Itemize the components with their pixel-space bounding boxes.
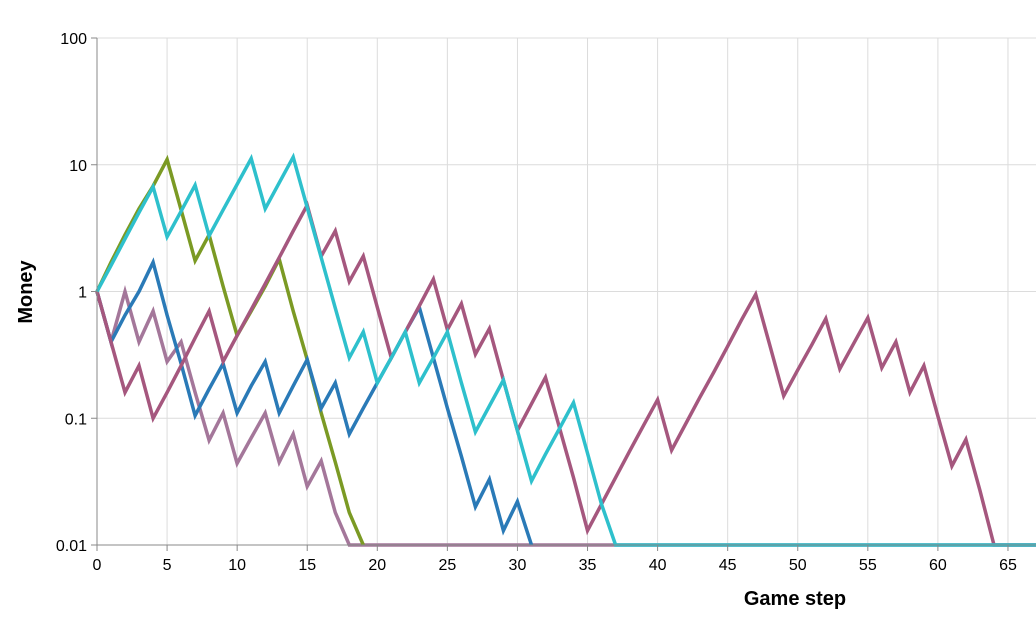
x-tick-label: 20 xyxy=(368,557,386,574)
x-tick-label: 55 xyxy=(859,557,877,574)
x-tick-label: 30 xyxy=(509,557,527,574)
y-tick-label: 10 xyxy=(69,158,87,175)
y-tick-label: 0.1 xyxy=(65,411,87,428)
x-tick-label: 40 xyxy=(649,557,667,574)
x-axis-ticks: 0 5 10 15 20 25 30 35 40 45 50 55 60 65 xyxy=(93,545,1017,574)
y-tick-label: 1 xyxy=(78,285,87,302)
x-tick-label: 5 xyxy=(163,557,172,574)
y-tick-label: 0.01 xyxy=(56,538,87,555)
series-layer xyxy=(95,152,1036,547)
x-tick-label: 50 xyxy=(789,557,807,574)
y-tick-label: 100 xyxy=(60,31,87,48)
x-tick-label: 45 xyxy=(719,557,737,574)
x-tick-label: 25 xyxy=(438,557,456,574)
series-line-5 xyxy=(95,152,1036,547)
x-axis-title: Game step xyxy=(744,588,846,610)
x-tick-label: 0 xyxy=(93,557,102,574)
series-line-4 xyxy=(95,200,1036,547)
y-gridlines xyxy=(97,37,1036,546)
x-tick-label: 65 xyxy=(999,557,1017,574)
y-axis-ticks: 100 10 1 0.1 0.01 xyxy=(56,31,97,555)
y-axis-title: Money xyxy=(15,259,37,323)
x-tick-label: 60 xyxy=(929,557,947,574)
x-tick-label: 10 xyxy=(228,557,246,574)
x-tick-label: 35 xyxy=(579,557,597,574)
series-line-3 xyxy=(95,257,534,546)
x-tick-label: 15 xyxy=(298,557,316,574)
